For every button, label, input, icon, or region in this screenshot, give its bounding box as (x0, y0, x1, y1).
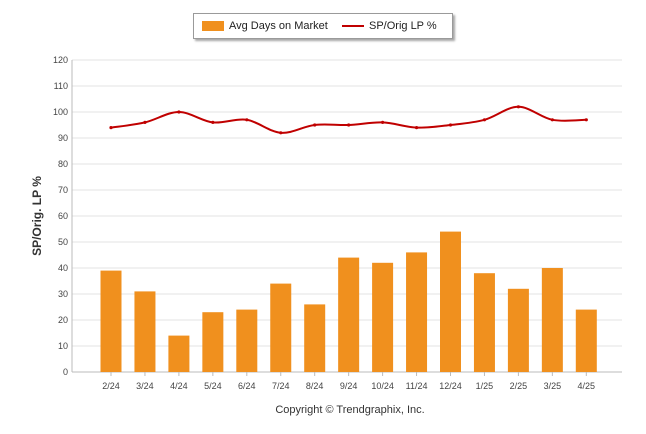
x-tick-label: 2/24 (102, 381, 120, 391)
x-tick-label: 12/24 (439, 381, 462, 391)
bar-6/24 (236, 309, 258, 372)
bar-2/25 (507, 288, 529, 372)
bar-4/25 (575, 309, 597, 372)
line-point-11/24 (414, 126, 419, 130)
line-point-2/25 (516, 105, 521, 109)
x-tick-label: 11/24 (406, 381, 428, 391)
x-tick-labels: 2/24 3/24 4/24 5/24 6/24 7/24 8/24 9/24 10/24 11/… (102, 372, 595, 391)
bar-series (100, 231, 597, 372)
legend-bar-swatch (202, 21, 224, 31)
sp-orig-lp-line (110, 105, 587, 134)
line-point-6/24 (245, 118, 249, 122)
line-point-7/24 (279, 131, 283, 135)
line-point-10/24 (381, 120, 385, 124)
x-tick-label: 3/25 (544, 381, 562, 391)
line-point-3/25 (550, 118, 554, 122)
y-tick-labels: 0 10 20 30 40 50 60 70 80 90 100 110 120 (53, 55, 68, 377)
y-tick-label: 40 (58, 263, 68, 273)
bar-3/24 (134, 291, 156, 372)
line-point-2/24 (109, 126, 113, 130)
legend: Avg Days on Market SP/Orig LP % (193, 13, 453, 39)
x-tick-label: 1/25 (476, 381, 494, 391)
bar-10/24 (372, 262, 394, 372)
bar-9/24 (338, 257, 360, 372)
x-tick-label: 2/25 (510, 381, 528, 391)
y-tick-label: 120 (53, 55, 68, 65)
line-point-4/25 (584, 118, 588, 122)
x-tick-label: 8/24 (306, 381, 324, 391)
legend-line-label: SP/Orig LP % (369, 20, 437, 32)
y-tick-label: 20 (58, 315, 68, 325)
y-tick-label: 60 (58, 211, 68, 221)
y-tick-label: 100 (53, 107, 68, 117)
copyright-text: Copyright © Trendgraphix, Inc. (275, 404, 424, 416)
line-series (109, 105, 588, 135)
x-tick-label: 3/24 (136, 381, 154, 391)
x-tick-label: 10/24 (371, 381, 394, 391)
line-point-3/24 (143, 120, 147, 124)
bar-4/24 (168, 335, 190, 372)
bar-1/25 (473, 273, 495, 372)
x-tick-label: 7/24 (272, 381, 290, 391)
legend-bar-label: Avg Days on Market (229, 20, 328, 32)
line-point-12/24 (448, 123, 453, 127)
y-tick-label: 80 (58, 159, 68, 169)
x-tick-label: 4/24 (170, 381, 188, 391)
y-tick-label: 50 (58, 237, 68, 247)
bar-5/24 (202, 312, 224, 372)
line-point-5/24 (211, 120, 215, 124)
y-tick-label: 0 (63, 367, 68, 377)
bar-8/24 (304, 304, 326, 372)
line-point-8/24 (313, 123, 317, 127)
y-tick-label: 10 (58, 341, 68, 351)
x-tick-label: 5/24 (204, 381, 222, 391)
legend-line-swatch (342, 25, 364, 27)
legend-item-sp-orig-lp: SP/Orig LP % (342, 14, 437, 38)
y-tick-label: 90 (58, 133, 68, 143)
y-axis-label: SP/Orig. LP % (30, 176, 44, 256)
line-point-9/24 (347, 123, 351, 127)
line-point-4/24 (177, 110, 181, 114)
x-tick-label: 4/25 (578, 381, 596, 391)
bar-2/24 (100, 270, 122, 372)
y-tick-label: 110 (54, 81, 68, 91)
bar-12/24 (440, 231, 461, 372)
y-tick-label: 70 (58, 185, 68, 195)
line-point-1/25 (482, 118, 487, 122)
bar-7/24 (270, 283, 292, 372)
y-tick-label: 30 (58, 289, 68, 299)
legend-item-days-on-market: Avg Days on Market (202, 14, 328, 38)
x-tick-label: 6/24 (238, 381, 256, 391)
bar-3/25 (541, 268, 563, 372)
bar-11/24 (406, 252, 428, 372)
x-tick-label: 9/24 (340, 381, 358, 391)
